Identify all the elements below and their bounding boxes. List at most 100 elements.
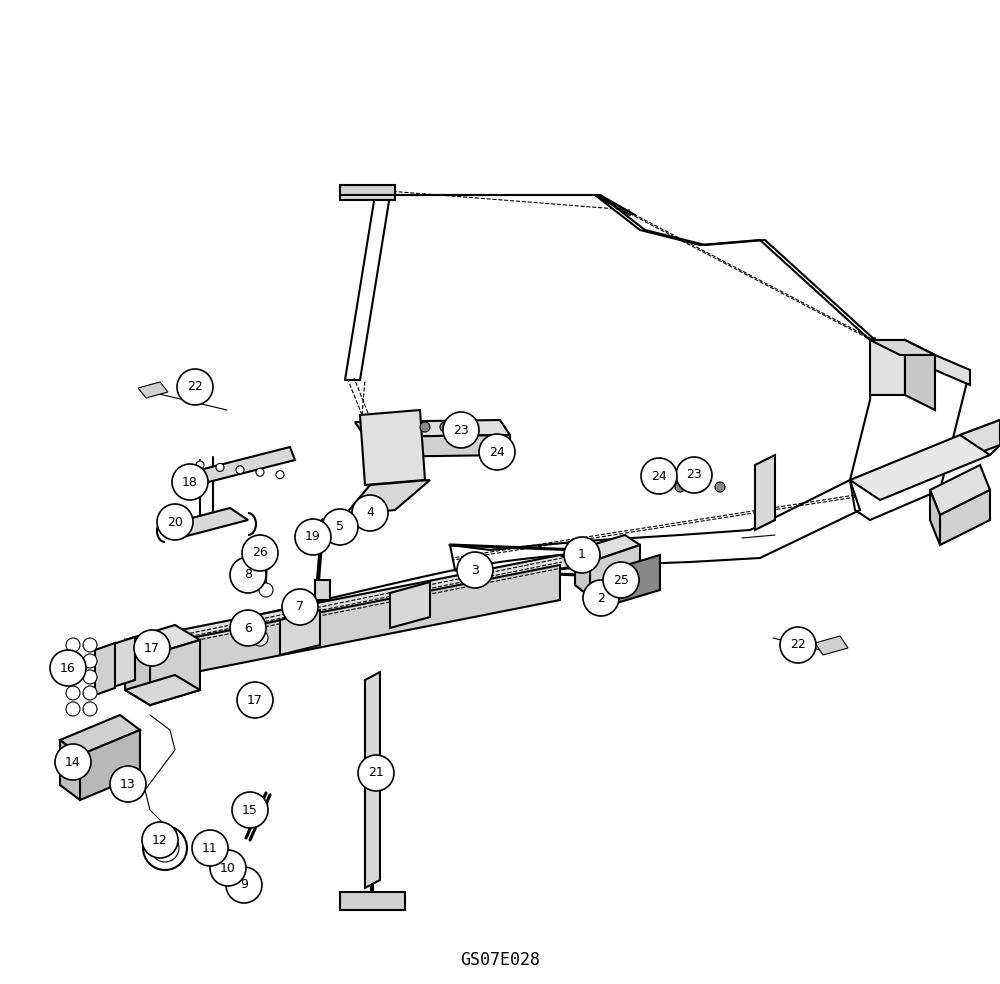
Polygon shape	[125, 625, 200, 655]
Circle shape	[83, 654, 97, 668]
Text: 23: 23	[686, 468, 702, 481]
Circle shape	[675, 482, 685, 492]
Circle shape	[66, 654, 80, 668]
Polygon shape	[590, 545, 640, 597]
Circle shape	[230, 610, 266, 646]
Polygon shape	[610, 555, 660, 605]
Text: 13: 13	[120, 777, 136, 790]
Circle shape	[715, 482, 725, 492]
Circle shape	[695, 482, 705, 492]
Polygon shape	[940, 490, 990, 545]
Circle shape	[131, 780, 145, 794]
Polygon shape	[315, 580, 330, 600]
Circle shape	[564, 537, 600, 573]
Polygon shape	[150, 640, 200, 705]
Polygon shape	[355, 420, 510, 437]
Text: 10: 10	[220, 862, 236, 875]
Circle shape	[256, 468, 264, 476]
Polygon shape	[165, 508, 248, 537]
Text: 3: 3	[471, 564, 479, 577]
Text: 24: 24	[651, 469, 667, 482]
Circle shape	[583, 580, 619, 616]
Polygon shape	[390, 582, 430, 628]
Polygon shape	[815, 636, 848, 655]
Circle shape	[210, 850, 246, 886]
Circle shape	[358, 755, 394, 791]
Circle shape	[276, 470, 284, 478]
Circle shape	[242, 535, 278, 571]
Text: 20: 20	[167, 516, 183, 528]
Text: 15: 15	[242, 804, 258, 817]
Circle shape	[479, 434, 515, 470]
Circle shape	[352, 495, 388, 531]
Text: 25: 25	[613, 574, 629, 586]
Text: GS07E028: GS07E028	[460, 951, 540, 969]
Polygon shape	[138, 382, 168, 398]
Circle shape	[192, 830, 228, 866]
Circle shape	[226, 867, 262, 903]
Circle shape	[157, 504, 193, 540]
Circle shape	[66, 702, 80, 716]
Circle shape	[66, 686, 80, 700]
Polygon shape	[110, 637, 135, 688]
Circle shape	[216, 463, 224, 471]
Circle shape	[443, 412, 479, 448]
Polygon shape	[870, 340, 905, 395]
Text: 1: 1	[578, 548, 586, 562]
Circle shape	[177, 369, 213, 405]
Polygon shape	[575, 550, 590, 597]
Polygon shape	[340, 185, 395, 195]
Polygon shape	[125, 675, 200, 705]
Polygon shape	[365, 435, 510, 457]
Text: 23: 23	[453, 423, 469, 437]
Polygon shape	[130, 565, 560, 685]
Text: 21: 21	[368, 767, 384, 779]
Text: 4: 4	[366, 507, 374, 520]
Circle shape	[83, 686, 97, 700]
Circle shape	[780, 627, 816, 663]
Text: 22: 22	[790, 639, 806, 651]
Text: 9: 9	[240, 879, 248, 892]
Polygon shape	[905, 340, 935, 410]
Circle shape	[232, 792, 268, 828]
Polygon shape	[340, 892, 405, 910]
Text: 14: 14	[65, 756, 81, 769]
Polygon shape	[870, 340, 935, 355]
Polygon shape	[60, 715, 140, 755]
Circle shape	[440, 422, 450, 432]
Circle shape	[460, 422, 470, 432]
Polygon shape	[935, 355, 970, 385]
Circle shape	[237, 682, 273, 718]
Polygon shape	[850, 435, 990, 500]
Circle shape	[420, 422, 430, 432]
Polygon shape	[340, 188, 395, 200]
Text: 19: 19	[305, 530, 321, 543]
Text: 22: 22	[187, 381, 203, 394]
Circle shape	[223, 857, 241, 875]
Polygon shape	[280, 610, 320, 655]
Polygon shape	[575, 535, 640, 562]
Circle shape	[205, 841, 223, 859]
Circle shape	[83, 702, 97, 716]
Polygon shape	[80, 730, 140, 800]
Polygon shape	[755, 455, 775, 530]
Polygon shape	[960, 420, 1000, 460]
Circle shape	[252, 630, 268, 646]
Text: 18: 18	[182, 475, 198, 488]
Polygon shape	[130, 640, 150, 685]
Text: 11: 11	[202, 841, 218, 854]
Polygon shape	[365, 672, 380, 888]
Circle shape	[142, 822, 178, 858]
Circle shape	[110, 766, 146, 802]
Text: 24: 24	[489, 446, 505, 459]
Text: 6: 6	[244, 622, 252, 635]
Circle shape	[295, 519, 331, 555]
Circle shape	[83, 638, 97, 652]
Polygon shape	[180, 447, 295, 488]
Text: 16: 16	[60, 661, 76, 674]
Text: 17: 17	[144, 642, 160, 654]
Text: 2: 2	[597, 591, 605, 604]
Text: 12: 12	[152, 833, 168, 846]
Text: 26: 26	[252, 546, 268, 560]
Polygon shape	[95, 643, 115, 695]
